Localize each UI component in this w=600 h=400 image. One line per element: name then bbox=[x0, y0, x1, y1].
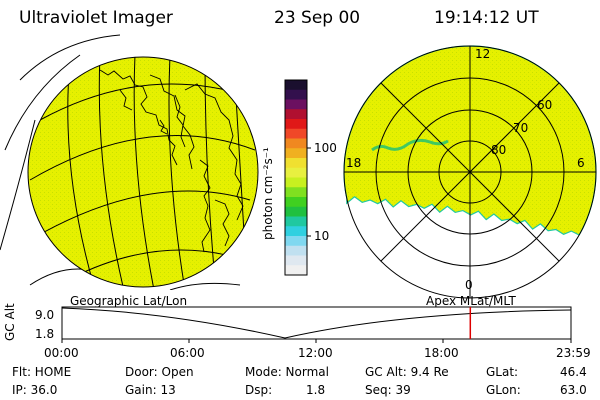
colorbar-cell bbox=[285, 109, 307, 120]
status-dsp-label: Dsp: bbox=[245, 383, 273, 397]
mlt-label-12: 12 bbox=[475, 47, 491, 61]
colorbar-cell bbox=[285, 226, 307, 237]
disk-outline bbox=[27, 56, 259, 288]
polar-plot bbox=[343, 45, 597, 299]
colorbar-label-100: 100 bbox=[314, 141, 337, 155]
xtick-2359: 23:59 bbox=[556, 346, 591, 360]
geographic-map bbox=[0, 34, 259, 290]
mlat-label-70: 70 bbox=[513, 121, 529, 135]
polar-grid bbox=[343, 45, 597, 299]
status-flt: Flt: HOME bbox=[12, 365, 72, 379]
mlt-label-6: 6 bbox=[577, 156, 585, 170]
colorbar-cell bbox=[285, 148, 307, 159]
colorbar-cell bbox=[285, 167, 307, 178]
mlt-label-0: 0 bbox=[465, 278, 473, 292]
geographic-caption: Geographic Lat/Lon bbox=[70, 294, 188, 308]
colorbar-label-10: 10 bbox=[314, 229, 330, 243]
mlat-label-80: 80 bbox=[491, 143, 507, 157]
colorbar-cell bbox=[285, 255, 307, 266]
altitude-ticks bbox=[61, 339, 572, 343]
colorbar-cell bbox=[285, 89, 307, 100]
status-dsp-value: 1.8 bbox=[306, 383, 326, 397]
status-door: Door: Open bbox=[125, 365, 194, 379]
colorbar-frame bbox=[284, 79, 308, 276]
colorbar-cell bbox=[285, 236, 307, 247]
colorbar-cell bbox=[285, 138, 307, 149]
altitude-curve bbox=[61, 307, 572, 339]
altitude-ytick-low: 1.8 bbox=[35, 327, 55, 341]
colorbar-cell bbox=[285, 216, 307, 227]
status-seq: Seq: 39 bbox=[365, 383, 411, 397]
altitude-ylabel: GC Alt bbox=[3, 303, 17, 341]
colorbar-cell bbox=[285, 99, 307, 110]
status-gain: Gain: 13 bbox=[125, 383, 176, 397]
colorbar-cell bbox=[285, 265, 307, 276]
coastlines bbox=[99, 69, 244, 253]
uv-image-disk bbox=[28, 57, 258, 287]
xtick-1200: 12:00 bbox=[298, 346, 333, 360]
colorbar-cell bbox=[285, 128, 307, 139]
mlt-label-18: 18 bbox=[346, 156, 362, 170]
colorbar-cell bbox=[285, 187, 307, 198]
xtick-0600: 06:00 bbox=[170, 346, 205, 360]
colorbar-cell bbox=[285, 206, 307, 217]
colorbar bbox=[284, 79, 311, 276]
status-gcalt: GC Alt: 9.4 Re bbox=[365, 365, 449, 379]
instrument-title: Ultraviolet Imager bbox=[19, 8, 173, 28]
colorbar-scale bbox=[285, 80, 307, 276]
status-mode: Mode: Normal bbox=[245, 365, 329, 379]
auroral-arc bbox=[371, 138, 449, 152]
mlat-label-60: 60 bbox=[537, 98, 553, 112]
date-label: 23 Sep 00 bbox=[274, 8, 361, 28]
status-glat-label: GLat: bbox=[486, 365, 519, 379]
xtick-1800: 18:00 bbox=[424, 346, 459, 360]
status-glon-label: GLon: bbox=[486, 383, 521, 397]
colorbar-cell bbox=[285, 119, 307, 130]
altitude-ytick-high: 9.0 bbox=[35, 308, 55, 322]
colorbar-cell bbox=[285, 158, 307, 169]
xtick-0000: 00:00 bbox=[44, 346, 79, 360]
colorbar-cell bbox=[285, 80, 307, 91]
status-glat-value: 46.4 bbox=[560, 365, 587, 379]
altitude-plot bbox=[61, 306, 572, 343]
status-glon-value: 63.0 bbox=[560, 383, 587, 397]
time-label: 19:14:12 UT bbox=[434, 8, 539, 28]
lat-lon-grid bbox=[29, 57, 258, 287]
colorbar-unit-label: photon cm⁻²s⁻¹ bbox=[261, 147, 275, 240]
colorbar-cell bbox=[285, 177, 307, 188]
apex-caption: Apex MLat/MLT bbox=[426, 294, 516, 308]
colorbar-cell bbox=[285, 245, 307, 256]
status-ip: IP: 36.0 bbox=[12, 383, 58, 397]
colorbar-cell bbox=[285, 197, 307, 208]
